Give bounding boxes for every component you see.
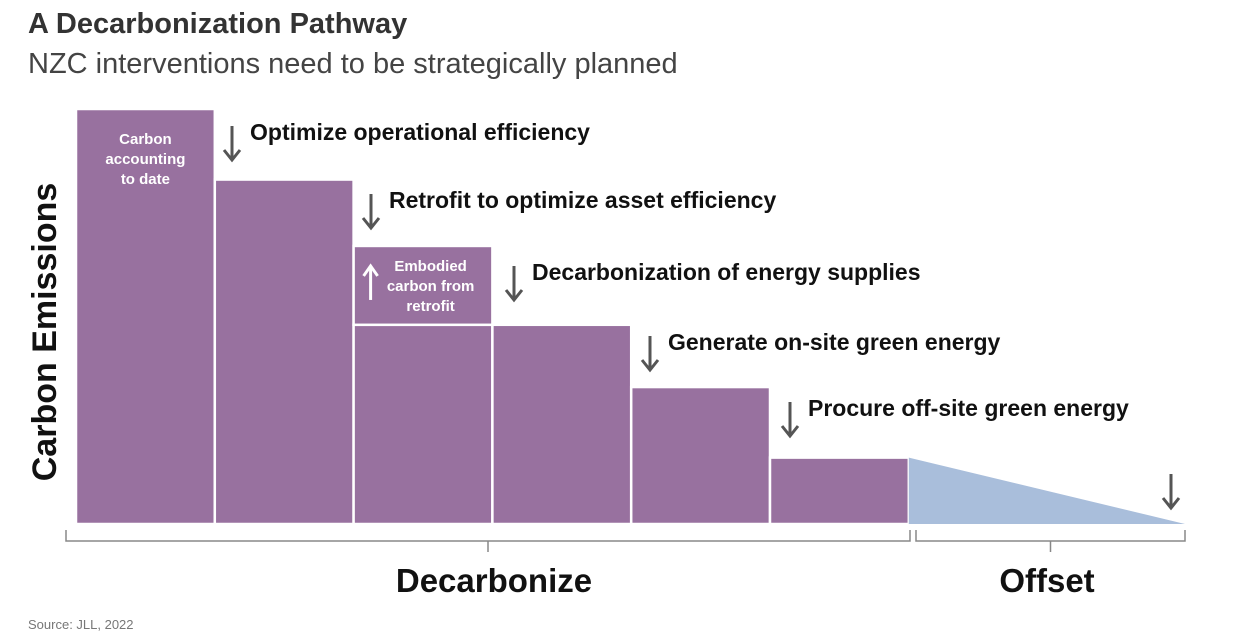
embodied-carbon-label-line: Embodied	[394, 258, 467, 275]
step-down-arrow	[780, 402, 800, 439]
step-annotation: Optimize operational efficiency	[250, 119, 590, 145]
offset-triangle	[908, 457, 1185, 524]
offset-bracket	[915, 530, 1186, 552]
chart-subtitle: NZC interventions need to be strategical…	[28, 48, 678, 80]
chart-title: A Decarbonization Pathway	[28, 8, 408, 40]
step-down-arrow	[222, 126, 242, 163]
bar-6	[768, 456, 911, 526]
embodied-carbon-label-line: carbon from	[387, 278, 475, 295]
bar-label-line: to date	[121, 171, 170, 188]
step-annotation: Retrofit to optimize asset efficiency	[389, 187, 776, 213]
embodied-carbon-up-arrow	[362, 263, 379, 300]
bar-label-line: Carbon	[119, 131, 172, 148]
group-label-offset: Offset	[999, 562, 1094, 599]
bar-5	[629, 385, 772, 526]
step-down-arrow	[504, 266, 524, 303]
step-annotation: Generate on-site green energy	[668, 329, 1001, 355]
embodied-carbon-label-line: retrofit	[406, 298, 454, 315]
decarbonize-bracket	[65, 530, 911, 552]
bar-3	[352, 323, 494, 526]
source-note: Source: JLL, 2022	[28, 617, 134, 632]
step-down-arrow	[361, 194, 381, 231]
bar-1	[74, 107, 217, 526]
embodied-carbon-bar	[352, 244, 494, 327]
step-down-arrow	[640, 336, 660, 373]
bar-label-line: accounting	[105, 151, 185, 168]
step-annotation: Decarbonization of energy supplies	[532, 259, 921, 285]
group-label-decarbonize: Decarbonize	[396, 562, 592, 599]
bar-2	[213, 178, 355, 526]
y-axis-label: Carbon Emissions	[26, 183, 64, 482]
offset-down-arrow	[1161, 474, 1181, 511]
bar-4	[491, 323, 633, 526]
step-annotation: Procure off-site green energy	[808, 395, 1129, 421]
